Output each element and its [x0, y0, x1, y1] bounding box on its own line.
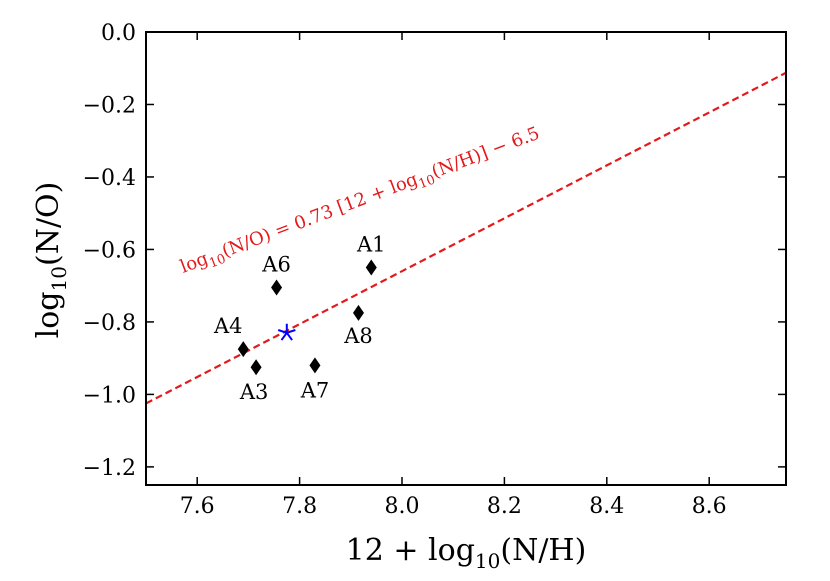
data-point [237, 341, 249, 358]
x-tick-label: 8.0 [385, 494, 420, 519]
plot-frame [145, 31, 787, 486]
data-point [271, 279, 283, 296]
data-point-label: A4 [213, 314, 243, 338]
y-tick-label: −0.4 [83, 166, 136, 191]
data-point [309, 357, 321, 374]
data-point [365, 259, 377, 276]
data-point [250, 359, 262, 376]
x-tick-label: 8.2 [487, 494, 522, 519]
y-axis-label: log10(N/O) [31, 182, 71, 339]
data-point-label: A6 [261, 252, 291, 276]
data-point-label: A7 [300, 378, 330, 402]
data-point [352, 304, 364, 321]
y-tick-label: −0.6 [83, 238, 136, 263]
fit-line [145, 71, 787, 405]
mean-point [277, 323, 296, 341]
data-point-label: A8 [343, 324, 373, 348]
points-layer: A1 A3 A4 A6 A7 A8 [213, 233, 386, 405]
x-tick-label: 7.6 [180, 494, 215, 519]
y-tick-label: −1.2 [83, 456, 136, 481]
data-point-label: A1 [356, 233, 386, 257]
x-tick-label: 7.8 [282, 494, 317, 519]
fit-line-label: log10(N/O) = 0.73 [12 + log10(N/H)] − 6.… [177, 123, 544, 282]
y-tick-label: −0.2 [83, 93, 136, 118]
x-axis-label: 12 + log10(N/H) [346, 533, 587, 573]
x-tick-label: 8.4 [589, 494, 624, 519]
tick-layer: 7.6 7.8 8.0 8.2 8.4 8.6 0.0 −0.2 −0.4 −0.6 −0.8 −1.… [83, 21, 786, 519]
y-tick-label: 0.0 [101, 21, 136, 46]
x-tick-label: 8.6 [692, 494, 727, 519]
y-tick-label: −1.0 [83, 383, 136, 408]
y-tick-label: −0.8 [83, 311, 136, 336]
fit-line-layer [145, 71, 787, 405]
data-point-label: A3 [239, 380, 269, 404]
